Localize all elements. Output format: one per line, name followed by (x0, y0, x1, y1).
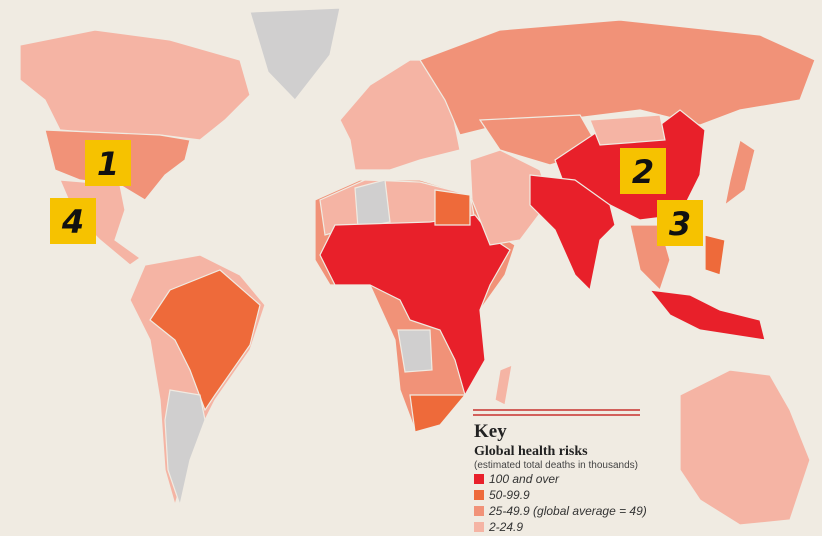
key-swatch (474, 522, 484, 532)
madagascar (494, 364, 513, 406)
marker-box (620, 148, 666, 194)
key-note: (estimated total deaths in thousands) (474, 460, 638, 471)
marker-number: 2 (632, 153, 654, 191)
middle-east (469, 149, 551, 246)
south-africa (409, 394, 467, 433)
russia (419, 19, 816, 136)
key-label: 2-24.9 (488, 520, 523, 534)
egypt (434, 189, 471, 226)
marker-number: 4 (61, 203, 84, 241)
greenland (249, 7, 341, 101)
japan (724, 139, 756, 207)
marker-box (85, 140, 131, 186)
indonesia (648, 289, 766, 341)
key-heading: Global health risks (474, 444, 588, 459)
philippines (704, 234, 726, 276)
key-label: 50-99.9 (489, 488, 530, 502)
map-regions (19, 7, 816, 526)
canada (19, 29, 251, 141)
angola (397, 329, 433, 373)
marker-box (50, 198, 96, 244)
europe (339, 59, 461, 171)
marker-number: 1 (97, 145, 119, 183)
key-label: 25-49.9 (global average = 49) (488, 504, 647, 518)
marker-box (657, 200, 703, 246)
india (529, 174, 616, 292)
key-swatch (474, 506, 484, 516)
marker-number: 3 (669, 205, 691, 243)
brazil (149, 269, 261, 412)
key-title: Key (474, 421, 507, 442)
argentina (164, 389, 206, 508)
key-label: 100 and over (489, 472, 560, 486)
australia (679, 369, 811, 526)
key-swatch (474, 474, 484, 484)
key-swatch (474, 490, 484, 500)
key: Key Global health risks (estimated total… (473, 409, 647, 534)
mongolia (589, 114, 666, 146)
western-sahara (354, 179, 391, 229)
markers: 1 23 4 (50, 140, 703, 246)
